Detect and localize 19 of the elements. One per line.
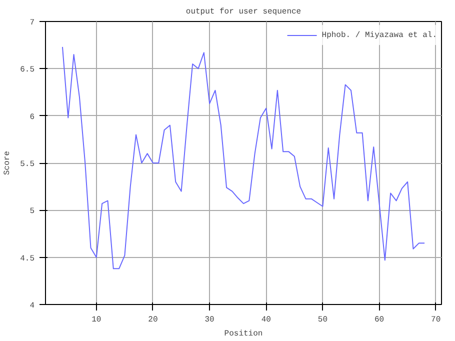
x-axis-title: Position [224,330,263,338]
chart-title: output for user sequence [186,8,302,16]
y-tick-label: 5.5 [20,160,35,169]
y-tick-label: 7 [30,18,35,28]
legend-label: Hphob. / Miyazawa et al. [322,30,437,40]
y-tick-label: 5 [30,207,35,216]
y-tick-label: 6 [30,112,35,122]
x-tick-label: 30 [204,316,215,324]
x-tick-label: 70 [431,316,441,324]
y-axis-title: Score [3,150,12,175]
x-tick-label: 60 [374,316,384,324]
x-tick-label: 50 [318,316,328,324]
y-tick-label: 6.5 [20,66,35,75]
y-tick-label: 4.5 [20,254,35,264]
y-tick-label: 4 [30,302,35,310]
x-tick-label: 10 [92,316,102,324]
x-tick-label: 40 [261,316,272,324]
line-series [62,46,426,270]
x-tick-label: 20 [148,316,158,324]
